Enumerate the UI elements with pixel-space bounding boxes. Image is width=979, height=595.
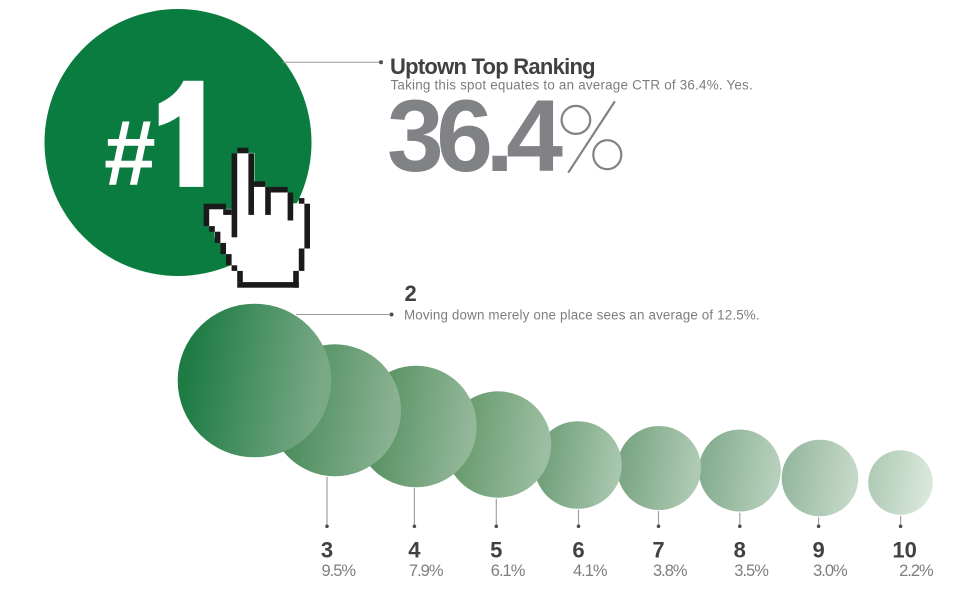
svg-text:Moving down merely one place s: Moving down merely one place sees an ave… [404, 307, 760, 322]
svg-text:Uptown Top Ranking: Uptown Top Ranking [390, 54, 595, 79]
svg-text:3.0%: 3.0% [813, 562, 848, 580]
svg-text:#: # [104, 101, 156, 205]
svg-text:3.8%: 3.8% [653, 562, 688, 580]
svg-text:3.5%: 3.5% [734, 562, 769, 580]
svg-text:5: 5 [490, 538, 502, 563]
svg-text:9.5%: 9.5% [322, 562, 357, 580]
svg-text:2.2%: 2.2% [899, 562, 934, 580]
svg-text:3: 3 [321, 538, 333, 563]
svg-text:4: 4 [408, 538, 421, 563]
svg-text:6.1%: 6.1% [491, 562, 526, 580]
svg-text:Taking this spot equates to an: Taking this spot equates to an average C… [391, 78, 753, 93]
svg-text:6: 6 [572, 538, 584, 563]
svg-text:7: 7 [652, 538, 664, 563]
svg-text:10: 10 [892, 538, 916, 563]
svg-text:2: 2 [405, 281, 417, 306]
svg-text:8: 8 [734, 538, 746, 563]
svg-text:36.4: 36.4 [387, 79, 563, 193]
svg-text:9: 9 [812, 538, 824, 563]
svg-text:7.9%: 7.9% [409, 562, 444, 580]
svg-text:4.1%: 4.1% [573, 562, 608, 580]
